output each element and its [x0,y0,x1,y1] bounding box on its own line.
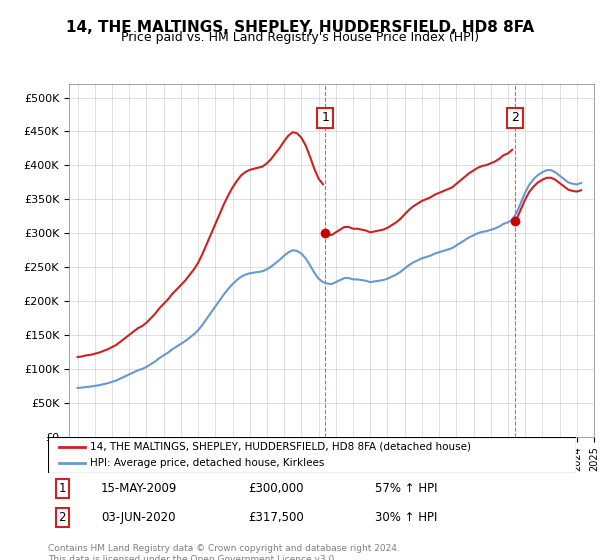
Text: 30% ↑ HPI: 30% ↑ HPI [376,511,438,524]
Text: 14, THE MALTINGS, SHEPLEY, HUDDERSFIELD, HD8 8FA (detached house): 14, THE MALTINGS, SHEPLEY, HUDDERSFIELD,… [90,442,471,452]
Text: 1: 1 [321,111,329,124]
Text: HPI: Average price, detached house, Kirklees: HPI: Average price, detached house, Kirk… [90,458,325,468]
Text: £300,000: £300,000 [248,482,304,496]
Text: 2: 2 [59,511,66,524]
Text: 14, THE MALTINGS, SHEPLEY, HUDDERSFIELD, HD8 8FA: 14, THE MALTINGS, SHEPLEY, HUDDERSFIELD,… [66,20,534,35]
Text: 15-MAY-2009: 15-MAY-2009 [101,482,177,496]
Text: 57% ↑ HPI: 57% ↑ HPI [376,482,438,496]
Text: £317,500: £317,500 [248,511,304,524]
FancyBboxPatch shape [48,437,576,473]
Text: 2: 2 [511,111,519,124]
Text: 03-JUN-2020: 03-JUN-2020 [101,511,175,524]
Text: 1: 1 [59,482,66,496]
Text: Contains HM Land Registry data © Crown copyright and database right 2024.
This d: Contains HM Land Registry data © Crown c… [48,544,400,560]
Text: Price paid vs. HM Land Registry's House Price Index (HPI): Price paid vs. HM Land Registry's House … [121,31,479,44]
